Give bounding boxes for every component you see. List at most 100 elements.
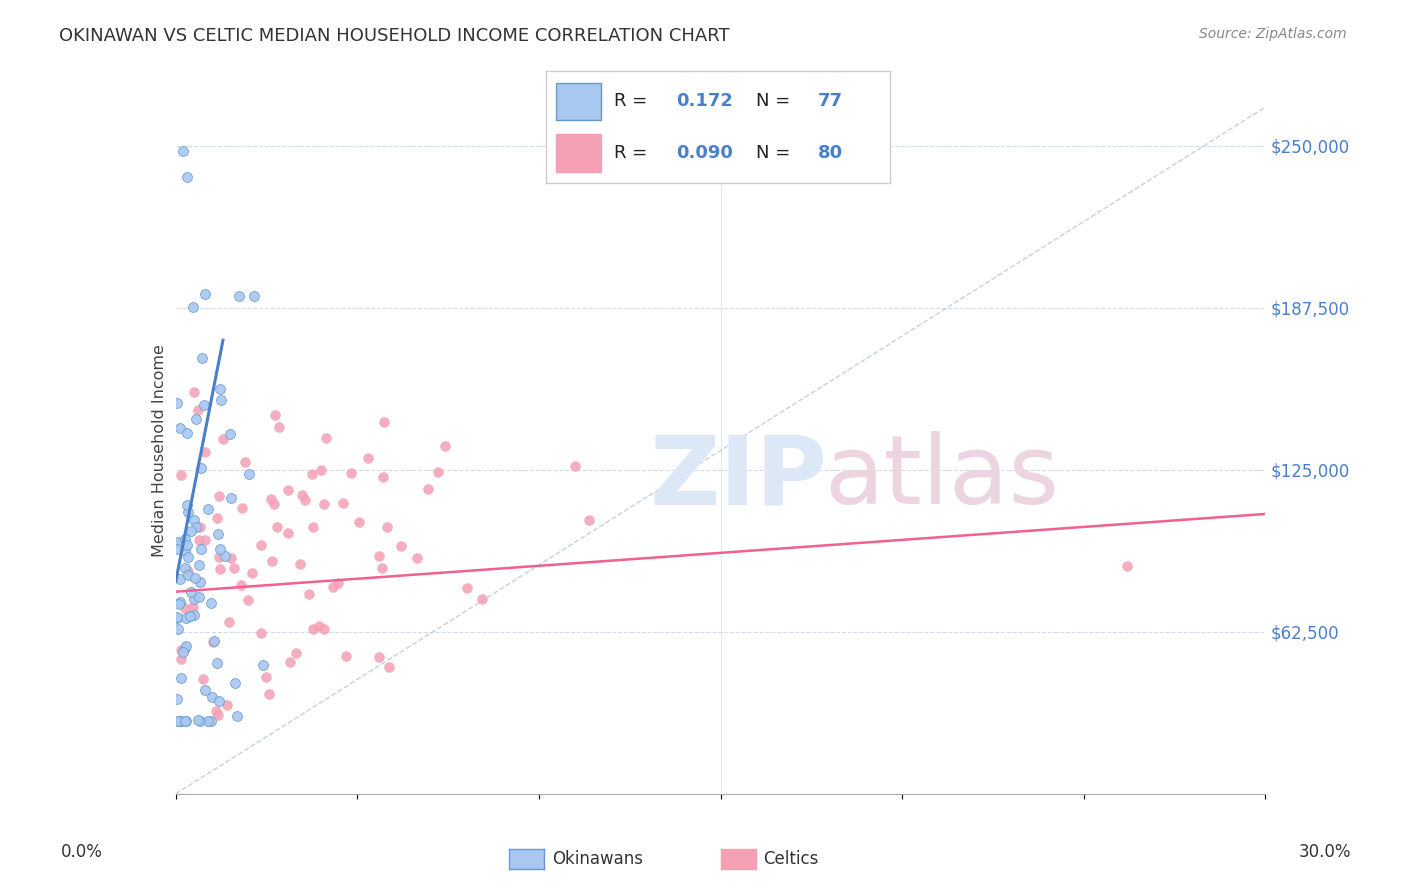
Text: 30.0%: 30.0% — [1298, 843, 1351, 861]
Text: ZIP: ZIP — [650, 432, 828, 524]
Bar — [555, 83, 600, 120]
Point — [167, 534, 190, 549]
Point — [197, 502, 219, 516]
Point — [188, 520, 211, 534]
Point — [222, 560, 245, 574]
Point — [228, 289, 250, 303]
Point — [208, 489, 231, 503]
Point — [456, 581, 478, 595]
Point — [202, 634, 225, 648]
Point — [166, 396, 188, 410]
Text: 80: 80 — [818, 144, 842, 161]
Point — [173, 640, 195, 655]
Point — [190, 541, 212, 556]
Point — [389, 539, 412, 553]
Point — [208, 549, 231, 564]
Point — [174, 639, 197, 653]
Point — [208, 562, 231, 576]
Point — [285, 646, 308, 660]
Point — [200, 714, 222, 729]
Point — [207, 656, 229, 670]
Point — [269, 420, 291, 434]
Point — [214, 549, 236, 563]
Point — [194, 682, 217, 697]
Point — [224, 676, 246, 690]
Point — [194, 444, 217, 458]
Point — [254, 670, 277, 684]
Point — [312, 497, 335, 511]
Point — [219, 550, 242, 565]
Text: R =: R = — [614, 93, 654, 111]
Point — [188, 714, 211, 729]
Point — [170, 643, 193, 657]
Text: R =: R = — [614, 144, 654, 161]
Point — [238, 467, 260, 481]
Point — [367, 650, 389, 665]
Point — [197, 714, 219, 729]
Point — [170, 652, 193, 666]
Text: Source: ZipAtlas.com: Source: ZipAtlas.com — [1199, 27, 1347, 41]
Point — [260, 492, 283, 507]
Point — [357, 451, 380, 466]
Point — [373, 470, 395, 484]
Point — [332, 496, 354, 510]
Point — [169, 595, 191, 609]
Point — [166, 609, 188, 624]
Text: atlas: atlas — [824, 432, 1059, 524]
Point — [433, 439, 456, 453]
Point — [167, 622, 190, 636]
Point — [347, 516, 370, 530]
Point — [266, 520, 288, 534]
Point — [205, 511, 228, 525]
Point — [302, 520, 325, 534]
Point — [277, 483, 299, 498]
Text: OKINAWAN VS CELTIC MEDIAN HOUSEHOLD INCOME CORRELATION CHART: OKINAWAN VS CELTIC MEDIAN HOUSEHOLD INCO… — [59, 27, 730, 45]
Point — [259, 687, 281, 701]
Point — [202, 634, 225, 648]
Point — [426, 466, 449, 480]
Y-axis label: Median Household Income: Median Household Income — [152, 344, 167, 557]
Text: Okinawans: Okinawans — [553, 850, 644, 868]
Point — [302, 623, 325, 637]
Point — [174, 610, 197, 624]
Point — [200, 596, 222, 610]
Point — [172, 536, 194, 550]
Point — [167, 714, 190, 729]
Point — [207, 527, 229, 541]
Point — [179, 608, 201, 623]
Point — [174, 600, 197, 615]
Point — [290, 488, 312, 502]
Point — [181, 300, 204, 314]
Point — [209, 392, 232, 407]
Point — [166, 542, 188, 557]
Point — [183, 608, 205, 623]
Text: 0.090: 0.090 — [676, 144, 734, 161]
Point — [176, 425, 198, 440]
Point — [205, 704, 228, 718]
Point — [231, 578, 253, 592]
Bar — [555, 134, 600, 171]
Text: 77: 77 — [818, 93, 842, 111]
Point — [184, 412, 207, 426]
Point — [180, 524, 202, 539]
Point — [184, 571, 207, 585]
Point — [188, 558, 211, 573]
Point — [212, 432, 235, 446]
Point — [250, 625, 273, 640]
Point — [187, 713, 209, 727]
Point — [215, 698, 238, 712]
Point — [187, 590, 209, 604]
Point — [315, 432, 337, 446]
Point — [218, 427, 240, 442]
Text: 0.172: 0.172 — [676, 93, 734, 111]
Point — [190, 461, 212, 475]
Point — [242, 289, 264, 303]
Point — [377, 660, 399, 674]
Point — [166, 611, 188, 625]
Point — [169, 421, 191, 435]
Point — [177, 564, 200, 578]
Point — [183, 592, 205, 607]
Point — [166, 691, 188, 706]
Point — [260, 553, 283, 567]
Point — [186, 403, 209, 417]
